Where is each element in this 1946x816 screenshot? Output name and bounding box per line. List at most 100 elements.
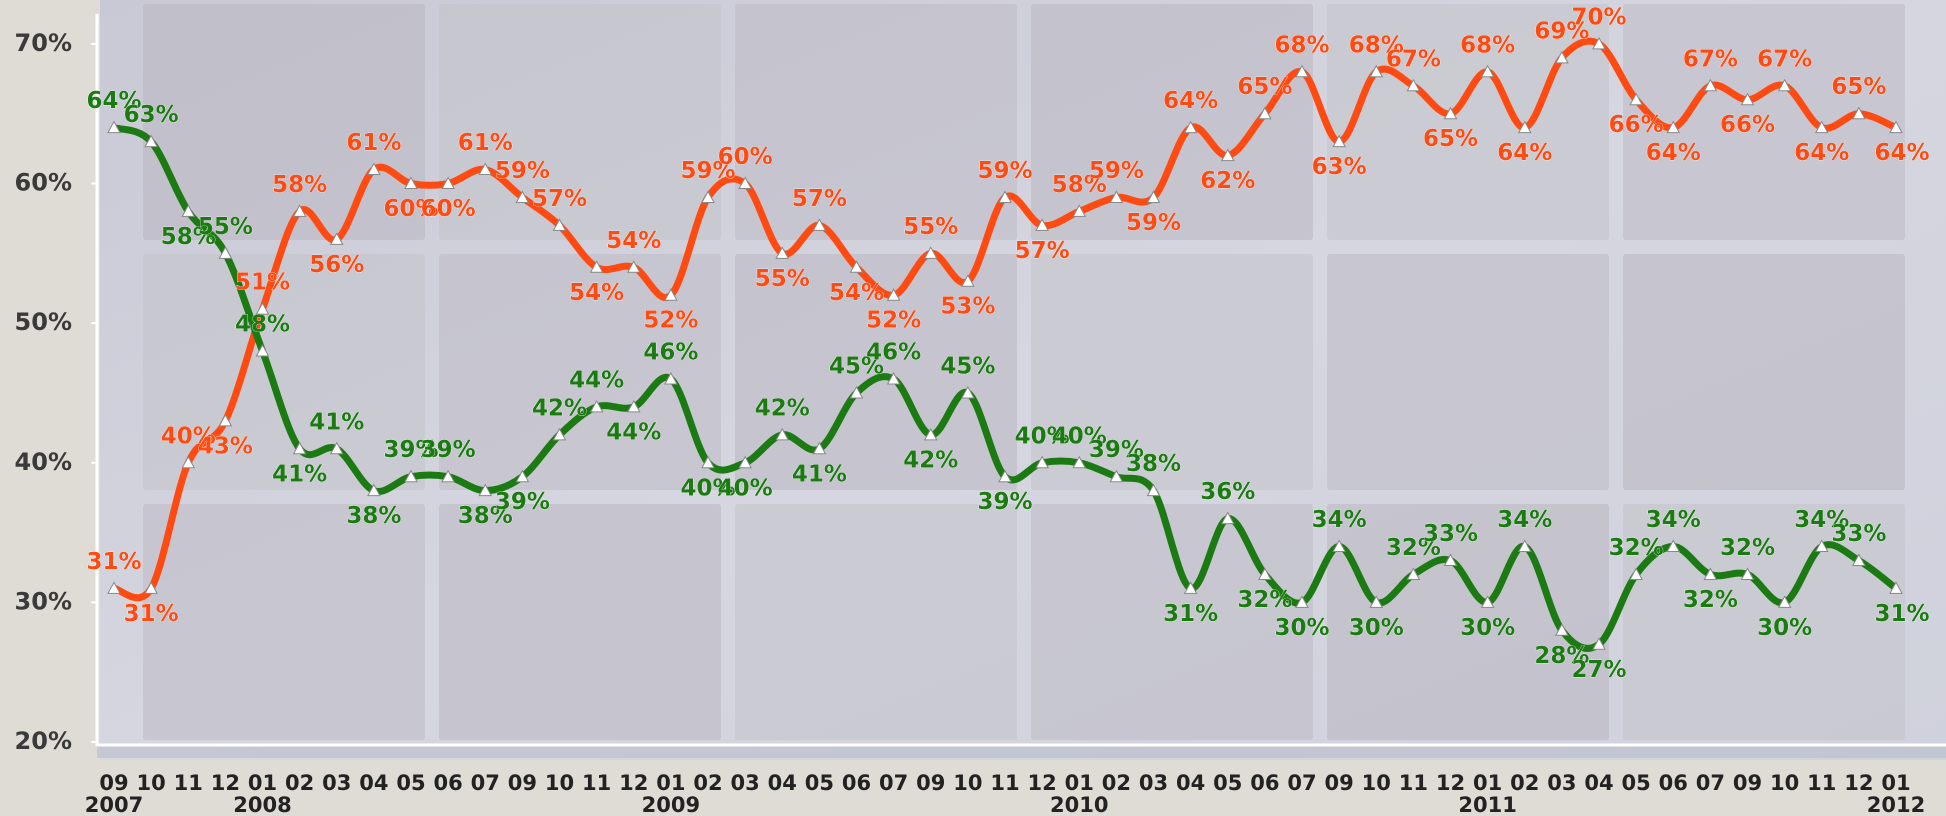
point-marker	[1109, 190, 1124, 203]
point-marker	[1814, 120, 1829, 134]
data-label: 34%	[1794, 507, 1849, 533]
data-label: 41%	[309, 409, 364, 435]
data-label: 69%	[1534, 18, 1589, 44]
data-label: 58%	[272, 172, 327, 198]
point-marker	[1369, 595, 1384, 608]
y-tick-label: 50%	[15, 308, 72, 336]
data-label: 30%	[1460, 615, 1515, 641]
photo-tile	[1327, 254, 1609, 490]
x-year-label: 2011	[1458, 793, 1516, 816]
x-tick-label: 12	[619, 771, 648, 795]
data-label: 42%	[532, 395, 587, 421]
photo-tile	[439, 504, 721, 740]
point-marker	[1406, 567, 1421, 580]
data-label: 43%	[198, 433, 253, 459]
point-marker	[1814, 539, 1829, 553]
data-label: 64%	[1794, 140, 1849, 166]
point-marker	[1406, 78, 1421, 92]
x-tick-label: 10	[545, 771, 574, 795]
data-label: 42%	[755, 395, 810, 421]
x-tick-label: 09	[99, 771, 128, 795]
point-marker	[701, 455, 715, 469]
point-marker	[441, 176, 455, 190]
x-tick-label: 11	[582, 771, 611, 795]
point-marker	[218, 246, 233, 259]
x-tick-label: 06	[1659, 771, 1688, 795]
x-year-label: 2007	[85, 793, 143, 816]
x-tick-label: 04	[1176, 771, 1205, 795]
point-marker	[589, 399, 604, 413]
x-tick-label: 10	[1770, 771, 1799, 795]
point-marker	[181, 204, 196, 217]
photo-tile	[735, 504, 1017, 740]
photo-tile	[1031, 4, 1313, 240]
x-tick-label: 06	[842, 771, 871, 795]
data-label: 55%	[198, 214, 253, 240]
data-label: 40%	[1015, 423, 1070, 449]
x-tick-label: 01	[1473, 771, 1502, 795]
data-label: 33%	[1423, 521, 1478, 547]
point-marker	[552, 218, 567, 231]
data-label: 38%	[346, 503, 401, 529]
point-marker	[1332, 539, 1346, 553]
x-tick-label: 05	[805, 771, 834, 795]
data-label: 64%	[86, 88, 141, 114]
data-label: 66%	[1720, 112, 1775, 138]
y-tick-label: 20%	[15, 727, 72, 755]
data-label: 52%	[643, 308, 698, 334]
x-tick-label: 06	[434, 771, 463, 795]
x-year-label: 2012	[1867, 793, 1925, 816]
point-marker	[1629, 567, 1643, 580]
photo-tile	[1031, 254, 1313, 490]
point-marker	[329, 232, 344, 245]
x-tick-label: 02	[285, 771, 314, 795]
data-label: 54%	[606, 228, 661, 254]
data-label: 27%	[1571, 657, 1626, 683]
point-marker	[1555, 50, 1569, 64]
x-tick-label: 05	[396, 771, 425, 795]
point-marker	[329, 441, 344, 455]
x-tick-label: 09	[1325, 771, 1354, 795]
point-marker	[1258, 106, 1272, 120]
point-marker	[1369, 64, 1384, 78]
data-label: 28%	[1534, 643, 1589, 669]
data-label: 39%	[495, 489, 550, 515]
x-tick-label: 01	[656, 771, 685, 795]
point-marker	[1740, 567, 1755, 580]
x-tick-label: 05	[1213, 771, 1242, 795]
point-marker	[1109, 469, 1124, 483]
data-label: 62%	[1200, 168, 1255, 194]
data-label: 38%	[1126, 451, 1181, 477]
point-marker	[1146, 483, 1161, 497]
data-label: 39%	[383, 437, 438, 463]
point-marker	[1183, 581, 1198, 594]
x-tick-label: 12	[1436, 771, 1465, 795]
point-marker	[886, 371, 901, 385]
data-label: 31%	[1874, 601, 1929, 627]
data-label: 67%	[1386, 46, 1441, 72]
point-marker	[1332, 134, 1346, 148]
data-label: 64%	[1163, 88, 1218, 114]
x-tick-label: 12	[211, 771, 240, 795]
data-label: 64%	[1497, 140, 1552, 166]
point-marker	[1443, 553, 1458, 566]
point-marker	[107, 581, 121, 594]
point-marker	[478, 162, 493, 176]
data-label: 45%	[940, 353, 995, 379]
data-label: 67%	[1757, 46, 1812, 72]
data-label: 67%	[1683, 46, 1738, 72]
point-marker	[775, 246, 790, 259]
x-tick-label: 03	[322, 771, 351, 795]
data-label: 59%	[977, 158, 1032, 184]
point-marker	[849, 385, 864, 399]
point-marker	[1035, 218, 1049, 231]
data-label: 34%	[1312, 507, 1367, 533]
x-tick-label: 11	[174, 771, 203, 795]
point-marker	[1777, 595, 1792, 608]
point-marker	[1517, 120, 1532, 134]
data-label: 59%	[1126, 210, 1181, 236]
x-tick-label: 07	[879, 771, 908, 795]
data-label: 32%	[1386, 535, 1441, 561]
data-label: 40%	[161, 423, 216, 449]
